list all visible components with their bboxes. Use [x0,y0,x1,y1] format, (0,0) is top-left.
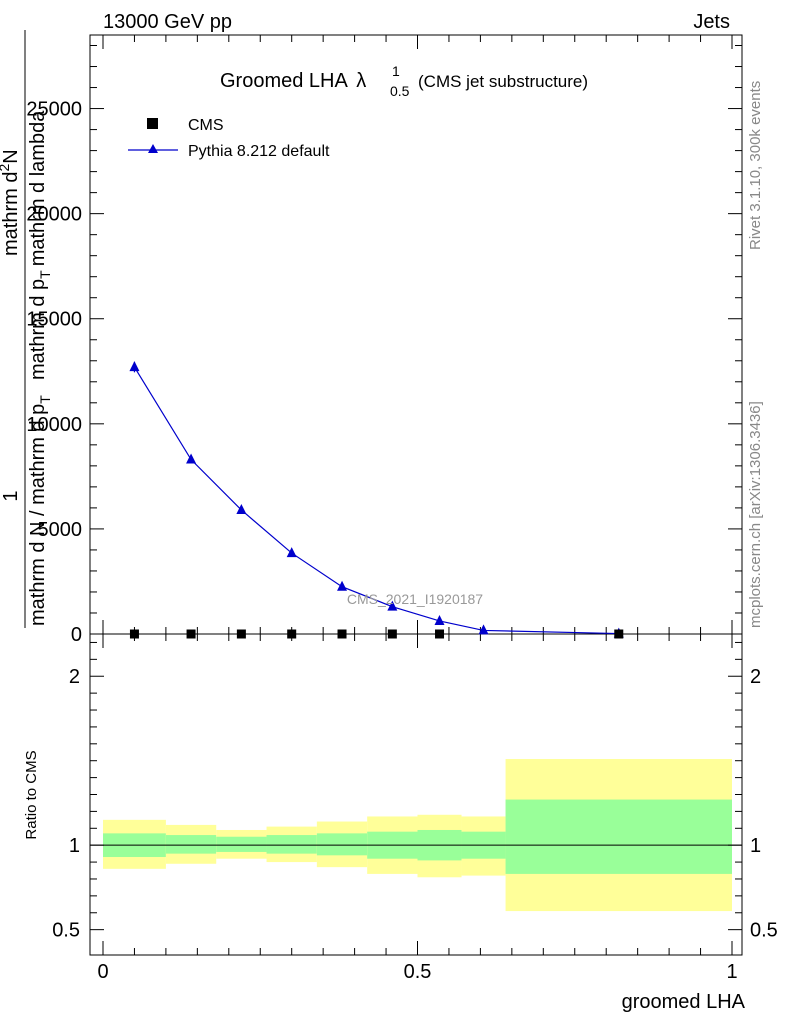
pythia-point [236,503,247,514]
chart-title: Groomed LHA λ 1 0.5 (CMS jet substructur… [220,63,588,99]
ratio-ytick-label: 2 [69,666,80,688]
cms-point [337,629,347,639]
ratio-inner-band-2 [216,836,267,852]
ratio-ytick-label-right: 2 [750,666,761,688]
analysis-watermark: CMS_2021_I1920187 [347,591,483,607]
ratio-bands [90,759,742,912]
ratio-inner-band-8 [505,799,732,874]
ylabel-denominator-sub: T [37,395,53,404]
ylabel-overlay-top-rest: N [0,149,22,163]
legend-cms-marker [147,118,158,129]
legend: CMS Pythia 8.212 default [128,117,330,160]
svg-text:Groomed LHA λ: Groomed LHA λ [220,70,366,92]
title-sup: 1 [392,63,400,79]
ratio-ylabel: Ratio to CMS [23,750,40,839]
rivet-label: Rivet 3.1.10, 300k events [747,81,764,250]
energy-label: 13000 GeV pp [103,11,232,33]
cms-point [387,629,397,639]
ylabel-overlay-bottom-text: mathrm d p [27,279,49,380]
ylabel-numerator: 1 [0,490,22,501]
ylabel-overlay-top-sup: 2 [0,164,12,172]
mcplots-label: mcplots.cern.ch [arXiv:1306.3436] [747,401,764,628]
main-ytick-label: 25000 [26,99,82,121]
title-main: Groomed LHA [220,70,348,92]
legend-pythia-label: Pythia 8.212 default [188,143,330,160]
cms-point [186,629,196,639]
ratio-ytick-label-right: 1 [750,835,761,857]
pythia-point [434,614,445,625]
ratio-ytick-label: 0.5 [52,920,80,942]
title-sub: 0.5 [390,83,410,99]
title-suffix: (CMS jet substructure) [418,72,588,91]
main-ytick-label: 0 [71,624,82,646]
xtick-label: 0 [97,961,108,983]
cms-point [287,629,297,639]
xtick-label: 1 [726,961,737,983]
main-ytick-label: 15000 [26,309,82,331]
ylabel-denominator: mathrm d N / mathrm d pT [27,395,53,626]
pythia-point [478,624,489,635]
ratio-ytick-label: 1 [69,835,80,857]
cms-point [614,629,624,639]
main-ytick-label: 10000 [26,414,82,436]
main-ytick-label: 20000 [26,204,82,226]
xlabel: groomed LHA [622,991,746,1013]
title-lambda: λ [356,70,366,92]
main-axes: 0 5000 10000 15000 20000 25000 [26,45,742,646]
ratio-ytick-label-right: 0.5 [750,920,778,942]
ylabel-overlay-top-text: mathrm d [0,172,22,256]
pythia-point [337,580,348,591]
cms-point [236,629,246,639]
cms-point [435,629,445,639]
legend-pythia-marker [148,144,158,153]
pythia-point [286,547,297,558]
ylabel-overlay-bottom-sub: T [37,270,53,279]
ratio-axes: 0.5 0.5 1 1 2 2 0 0.5 1 [52,35,778,983]
xtick-label: 0.5 [404,961,432,983]
cms-point [129,629,139,639]
ratio-inner-band-3 [266,835,317,854]
ratio-inner-band-4 [316,833,368,856]
ylabel-denominator-main: mathrm d N / mathrm d p [27,404,49,626]
main-ytick-label: 5000 [38,519,83,541]
ylabel-overlay-top: mathrm d2N [0,149,22,256]
process-label: Jets [693,11,730,33]
ylabel-overlay-bottom: mathrm d pTmathrm d lambda [27,110,53,380]
ratio-inner-band-1 [165,835,217,854]
pythia-point [129,361,140,372]
legend-cms-label: CMS [188,117,224,134]
main-series [129,361,624,639]
pythia-point [186,453,197,464]
ylabel-overlay-bottom-rest: mathrm d lambda [27,110,49,266]
pythia-point [387,600,398,611]
main-ylabel: 1 mathrm d N / mathrm d pT mathrm d2N ma… [0,30,53,628]
